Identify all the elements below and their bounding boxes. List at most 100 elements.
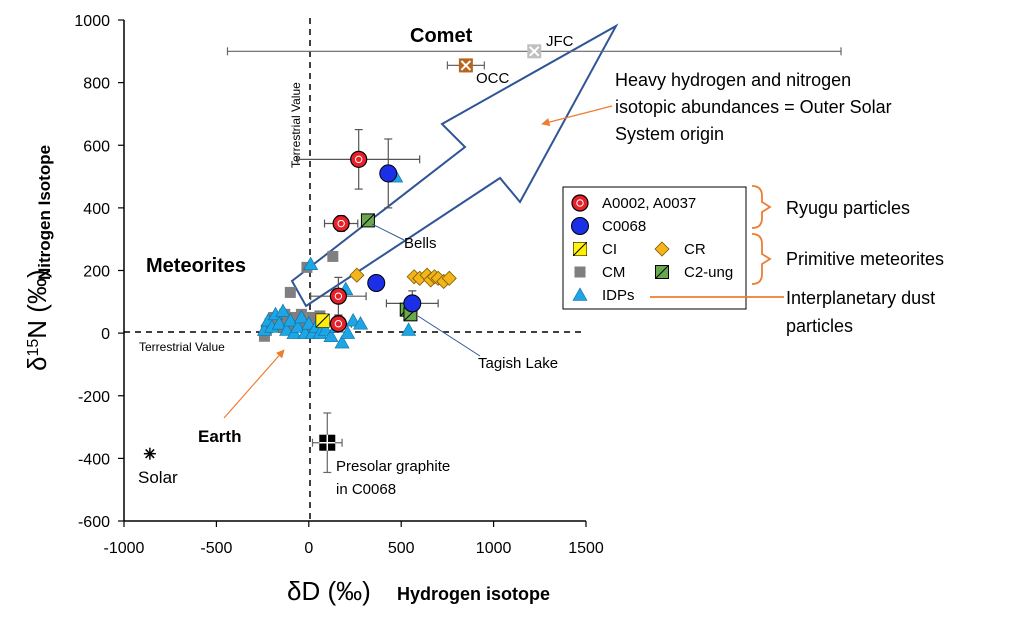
legend-marker-ci xyxy=(573,242,587,256)
occ-label: OCC xyxy=(476,70,510,87)
legend: A0002, A0037 C0068 CI CR CM C2-ung IDPs xyxy=(562,186,747,310)
point-cm xyxy=(284,286,296,298)
point-cm xyxy=(327,250,339,262)
point-idps xyxy=(401,322,417,336)
legend-marker-c0068 xyxy=(571,217,589,235)
point-c0068 xyxy=(379,164,398,183)
arrow-annotation-line3: System origin xyxy=(615,124,724,144)
earth-label: Earth xyxy=(198,427,241,446)
point-idps xyxy=(293,309,309,324)
y-axis-name: Nitrogen Isotope xyxy=(35,145,54,280)
jfc-label: JFC xyxy=(546,33,574,50)
x-tick-label: 500 xyxy=(388,540,415,557)
y-axis-title: δ15N (‰) xyxy=(22,269,52,371)
y-tick-label: 1000 xyxy=(74,13,110,30)
y-tick-label: 0 xyxy=(101,326,110,343)
data-points xyxy=(143,44,542,460)
point-idps xyxy=(303,256,319,271)
legend-label: C2-ung xyxy=(684,264,733,281)
legend-label: CR xyxy=(684,241,706,258)
y-tick-label: -400 xyxy=(78,451,110,468)
point-occ xyxy=(458,58,473,73)
ryugu-group-label: Ryugu particles xyxy=(786,198,910,218)
point-idps xyxy=(275,303,291,318)
ryugu-bracket xyxy=(751,185,772,229)
point-a0002-a0037 xyxy=(329,315,347,333)
y-tick-label: 800 xyxy=(83,76,110,93)
point-jfc xyxy=(527,44,542,59)
terrestrial-vertical-label: Terrestrial Value xyxy=(289,82,303,168)
y-axis-ticks: -600 -400 -200 0 200 400 600 800 1000 xyxy=(74,13,124,531)
point-idps xyxy=(353,316,369,330)
bells-leader xyxy=(371,223,405,241)
point-presolar-graphite-in-c0068 xyxy=(319,434,336,451)
presolar-label-line2: in C0068 xyxy=(336,481,396,498)
point-cm xyxy=(258,330,270,342)
legend-label: CI xyxy=(602,241,617,258)
point-c0068 xyxy=(403,294,422,313)
point-idps xyxy=(279,322,295,336)
point-idps xyxy=(282,312,298,327)
legend-label: A0002, A0037 xyxy=(602,195,696,212)
x-tick-label: 1000 xyxy=(476,540,512,557)
point-c0068 xyxy=(367,274,386,293)
point-solar xyxy=(143,447,156,460)
legend-label: C0068 xyxy=(602,218,646,235)
presolar-label-line1: Presolar graphite xyxy=(336,458,450,475)
y-tick-label: 400 xyxy=(83,201,110,218)
primitive-group-label: Primitive meteorites xyxy=(786,249,944,269)
point-cm xyxy=(306,311,318,323)
meteorites-label: Meteorites xyxy=(146,255,246,277)
x-tick-label: 1500 xyxy=(568,540,604,557)
point-idps xyxy=(323,328,339,343)
point-idps xyxy=(345,312,361,327)
bells-label: Bells xyxy=(404,235,437,252)
point-c2-ung xyxy=(360,213,375,228)
x-tick-label: 0 xyxy=(304,540,313,557)
arrow-callout xyxy=(541,105,613,127)
y-tick-label: 600 xyxy=(83,138,110,155)
legend-label: CM xyxy=(602,264,625,281)
idp-group-label-line1: Interplanetary dust xyxy=(786,288,935,308)
earth-callout-arrow xyxy=(223,349,285,419)
comet-label: Comet xyxy=(410,25,473,47)
point-a0002-a0037 xyxy=(329,287,347,305)
solar-label: Solar xyxy=(138,468,178,487)
y-axis-symbol: δ15N (‰) xyxy=(22,269,52,371)
point-cm xyxy=(303,324,315,336)
legend-items: A0002, A0037 C0068 CI CR CM C2-ung IDPs xyxy=(571,194,733,304)
point-ci xyxy=(315,313,330,328)
x-axis-name: Hydrogen isotope xyxy=(397,584,550,604)
point-cr xyxy=(349,267,365,283)
y-tick-label: 200 xyxy=(83,264,110,281)
y-tick-label: -200 xyxy=(78,389,110,406)
x-tick-label: -1000 xyxy=(104,540,145,557)
x-axis-symbol: δD (‰) xyxy=(287,576,371,606)
legend-label: IDPs xyxy=(602,287,635,304)
point-idps xyxy=(340,325,356,339)
point-a0002-a0037 xyxy=(350,150,368,168)
x-tick-label: -500 xyxy=(200,540,232,557)
primitive-bracket xyxy=(751,233,772,285)
point-idps xyxy=(290,319,306,333)
point-cr xyxy=(441,270,457,286)
y-tick-label: -600 xyxy=(78,514,110,531)
idp-group-label-line2: particles xyxy=(786,316,853,336)
legend-marker-idps xyxy=(572,287,588,301)
legend-marker-cr xyxy=(654,241,670,257)
arrow-annotation-line2: isotopic abundances = Outer Solar xyxy=(615,97,892,117)
legend-marker-c2-ung xyxy=(655,265,669,279)
point-idps xyxy=(334,334,350,349)
point-idps xyxy=(271,316,287,330)
point-a0002-a0037 xyxy=(332,214,350,233)
outer-solar-system-arrow xyxy=(290,23,619,308)
arrow-annotation-line1: Heavy hydrogen and nitrogen xyxy=(615,70,851,90)
tagish-lake-label: Tagish Lake xyxy=(478,355,558,372)
legend-box xyxy=(562,186,747,310)
legend-marker-cm xyxy=(574,266,586,278)
terrestrial-horizontal-label: Terrestrial Value xyxy=(139,340,225,354)
legend-marker-a0002-a0037 xyxy=(571,194,589,212)
tagish-leader xyxy=(417,315,481,357)
x-axis-ticks: -1000 -500 0 500 1000 1500 xyxy=(104,521,604,557)
